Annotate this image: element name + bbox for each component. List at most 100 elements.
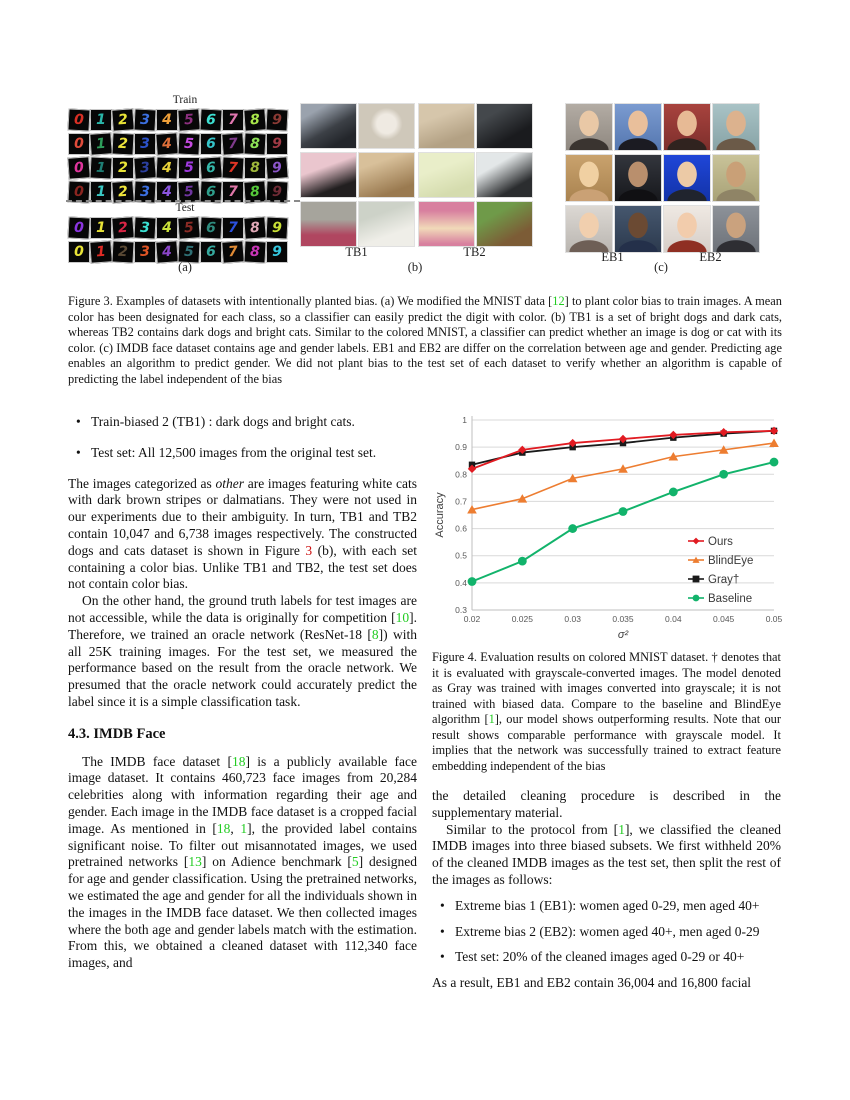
mnist-digit-tile: 5 xyxy=(177,216,201,240)
paragraph-imdb-dataset: The IMDB face dataset [18] is a publicly… xyxy=(68,753,418,971)
citation-link[interactable]: 1 xyxy=(618,821,625,837)
citation-link[interactable]: 13 xyxy=(188,854,202,870)
figure4-chart: 0.3 0.4 0.5 0.6 0.7 0.8 0.9 1 0.02 0.025 0.03 0.035… xyxy=(432,404,784,642)
mnist-digit-tile: 3 xyxy=(133,156,157,180)
mnist-digit-tile: 8 xyxy=(243,108,267,132)
svg-text:0.03: 0.03 xyxy=(564,614,581,624)
dark-cat-photo xyxy=(300,103,357,149)
mnist-digit-tile: 4 xyxy=(156,217,178,239)
mnist-digit-tile: 1 xyxy=(89,156,113,180)
mnist-digit-tile: 7 xyxy=(221,240,245,264)
face-photo xyxy=(614,205,662,253)
eb1-label: EB1 xyxy=(601,250,624,264)
svg-text:Ours: Ours xyxy=(708,536,733,548)
section-heading-imdb-face: 4.3. IMDB Face xyxy=(68,725,166,742)
gray-cats-basket-photo xyxy=(300,201,357,247)
tb1-label: TB1 xyxy=(345,245,368,259)
right-column: 0.3 0.4 0.5 0.6 0.7 0.8 0.9 1 0.02 0.025 0.03 0.035… xyxy=(432,404,784,992)
citation-link[interactable]: 12 xyxy=(552,294,565,308)
mnist-digit-tile: 3 xyxy=(134,133,156,155)
white-dog-photo xyxy=(358,201,415,247)
svg-text:0.9: 0.9 xyxy=(455,442,467,452)
mnist-digit-tile: 8 xyxy=(243,216,267,240)
bullet-extreme-bias-2: Extreme bias 2 (EB2): women aged 40+, me… xyxy=(432,924,781,941)
left-column: Train-biased 2 (TB1) : dark dogs and bri… xyxy=(68,414,417,972)
face-photo xyxy=(712,103,760,151)
face-photo xyxy=(565,154,613,202)
faces-photo-grid xyxy=(565,103,760,253)
mnist-digit-tile: 6 xyxy=(199,216,223,240)
face-photo xyxy=(614,103,662,151)
face-photo xyxy=(663,103,711,151)
mnist-digit-tile: 9 xyxy=(265,156,289,180)
mnist-digit-tile: 3 xyxy=(133,108,157,132)
mnist-digit-tile: 2 xyxy=(111,132,135,156)
face-photo xyxy=(712,205,760,253)
styled-text: other xyxy=(215,475,245,491)
mnist-digit-tile: 5 xyxy=(177,132,201,156)
mnist-digit-tile: 7 xyxy=(222,217,244,239)
mnist-test-label: Test xyxy=(175,202,195,214)
figure-reference[interactable]: 3 xyxy=(305,542,313,558)
mnist-digit-tile: 9 xyxy=(266,241,288,263)
face-photo xyxy=(565,103,613,151)
brown-dog-grass-photo xyxy=(476,201,533,247)
mnist-digit-tile: 0 xyxy=(68,133,90,155)
black-white-dog-photo xyxy=(476,152,533,198)
svg-text:0.05: 0.05 xyxy=(766,614,783,624)
citation-link[interactable]: 8 xyxy=(371,626,379,642)
figure4-caption: Figure 4. Evaluation results on colored … xyxy=(432,650,781,773)
black-cat-photo xyxy=(300,152,357,198)
svg-text:0.035: 0.035 xyxy=(612,614,634,624)
citation-link[interactable]: 5 xyxy=(351,854,359,870)
tb-bullet-list: Train-biased 2 (TB1) : dark dogs and bri… xyxy=(68,414,417,462)
pale-cat-photo xyxy=(418,152,475,198)
svg-text:0.6: 0.6 xyxy=(455,524,467,534)
svg-text:0.02: 0.02 xyxy=(464,614,481,624)
face-photo xyxy=(614,154,662,202)
panel-a-label: (a) xyxy=(178,260,192,274)
mnist-digit-tile: 3 xyxy=(134,241,156,263)
mnist-digit-tile: 6 xyxy=(199,108,223,132)
mnist-digit-tile: 6 xyxy=(199,156,223,180)
citation-link[interactable]: 1 xyxy=(488,712,495,726)
citation-link[interactable]: 18 xyxy=(216,820,231,836)
mnist-digit-tile: 9 xyxy=(265,108,289,132)
mnist-digit-tile: 9 xyxy=(266,133,288,155)
mnist-digit-tile: 1 xyxy=(90,217,112,239)
svg-text:Baseline: Baseline xyxy=(708,593,752,605)
mnist-digit-tile: 2 xyxy=(111,216,135,240)
figure3-caption: Figure 3. Examples of datasets with inte… xyxy=(68,294,782,386)
mnist-digit-tile: 0 xyxy=(67,216,91,240)
bullet-test-set: Test set: All 12,500 images from the ori… xyxy=(68,445,417,462)
paragraph-result: As a result, EB1 and EB2 contain 36,004 … xyxy=(432,975,752,991)
mnist-digit-tile: 2 xyxy=(111,108,135,132)
paragraph-protocol: Similar to the protocol from [1], we cla… xyxy=(432,821,782,887)
tb1-photo-grid xyxy=(300,103,415,247)
svg-text:0.045: 0.045 xyxy=(713,614,735,624)
mnist-digit-tile: 4 xyxy=(155,156,179,180)
citation-link[interactable]: 18 xyxy=(231,753,246,769)
mnist-digit-tile: 0 xyxy=(68,241,90,263)
mnist-digit-tile: 5 xyxy=(178,157,200,179)
eb-bullet-list: Extreme bias 1 (EB1): women aged 0-29, m… xyxy=(432,898,781,966)
cream-cat-photo xyxy=(418,201,475,247)
paragraph-other-images: The images categorized as other are imag… xyxy=(68,475,417,592)
tb2-photo-grid xyxy=(418,103,533,247)
svg-text:Gray†: Gray† xyxy=(708,574,739,586)
citation-link[interactable]: 1 xyxy=(240,820,248,836)
svg-text:0.5: 0.5 xyxy=(455,551,467,561)
svg-text:0.4: 0.4 xyxy=(455,578,467,588)
mnist-digit-tile: 1 xyxy=(90,109,112,131)
face-photo xyxy=(712,154,760,202)
mnist-digit-tile: 1 xyxy=(89,132,113,156)
mnist-train-label: Train xyxy=(172,94,198,106)
tb2-label: TB2 xyxy=(463,245,486,259)
mnist-digit-tile: 3 xyxy=(133,216,157,240)
mnist-digit-tile: 0 xyxy=(67,108,91,132)
bullet-test-set-20: Test set: 20% of the cleaned images aged… xyxy=(432,949,781,966)
citation-link[interactable]: 10 xyxy=(395,609,410,625)
